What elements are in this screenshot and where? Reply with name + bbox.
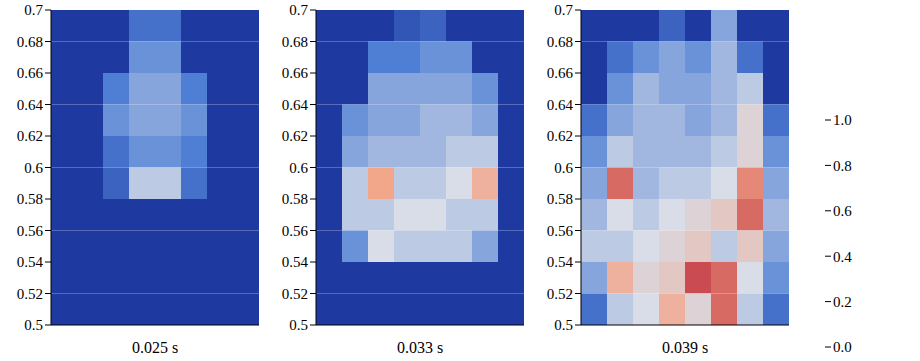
svg-text:0.52: 0.52 xyxy=(17,286,43,302)
svg-text:0.2: 0.2 xyxy=(833,294,852,310)
svg-text:1.0: 1.0 xyxy=(833,112,852,128)
svg-text:0.68: 0.68 xyxy=(282,34,308,50)
svg-text:0.6: 0.6 xyxy=(289,160,308,176)
svg-text:0.58: 0.58 xyxy=(282,191,308,207)
svg-text:0.62: 0.62 xyxy=(547,128,573,144)
svg-text:0.4: 0.4 xyxy=(833,249,852,265)
svg-text:0.7: 0.7 xyxy=(554,2,573,18)
svg-text:0.66: 0.66 xyxy=(17,65,44,81)
svg-text:0.025 s: 0.025 s xyxy=(132,339,178,355)
svg-text:0.5: 0.5 xyxy=(554,317,573,333)
svg-text:0.62: 0.62 xyxy=(17,128,43,144)
svg-text:0.64: 0.64 xyxy=(282,97,309,113)
svg-text:0.62: 0.62 xyxy=(282,128,308,144)
svg-text:0.7: 0.7 xyxy=(289,2,308,18)
svg-text:0.52: 0.52 xyxy=(282,286,308,302)
svg-text:0.56: 0.56 xyxy=(17,223,44,239)
svg-text:0.039 s: 0.039 s xyxy=(662,339,708,355)
svg-text:0.8: 0.8 xyxy=(833,158,852,174)
svg-text:0.54: 0.54 xyxy=(17,254,44,270)
svg-text:0.56: 0.56 xyxy=(547,223,574,239)
svg-text:0.54: 0.54 xyxy=(547,254,574,270)
svg-text:0.68: 0.68 xyxy=(547,34,573,50)
svg-text:0.64: 0.64 xyxy=(547,97,574,113)
svg-text:0.68: 0.68 xyxy=(17,34,43,50)
svg-text:0.5: 0.5 xyxy=(289,317,308,333)
svg-text:0.033 s: 0.033 s xyxy=(397,339,443,355)
svg-text:0.54: 0.54 xyxy=(282,254,309,270)
svg-text:0.6: 0.6 xyxy=(833,203,852,219)
svg-text:0.6: 0.6 xyxy=(554,160,573,176)
svg-text:0.58: 0.58 xyxy=(17,191,43,207)
svg-text:0.58: 0.58 xyxy=(547,191,573,207)
svg-text:0.66: 0.66 xyxy=(282,65,309,81)
svg-text:0.7: 0.7 xyxy=(24,2,43,18)
svg-text:0.6: 0.6 xyxy=(24,160,43,176)
svg-text:0.5: 0.5 xyxy=(24,317,43,333)
svg-text:0.64: 0.64 xyxy=(17,97,44,113)
svg-text:0.0: 0.0 xyxy=(833,339,852,355)
svg-text:0.56: 0.56 xyxy=(282,223,309,239)
svg-text:0.52: 0.52 xyxy=(547,286,573,302)
svg-text:0.66: 0.66 xyxy=(547,65,574,81)
